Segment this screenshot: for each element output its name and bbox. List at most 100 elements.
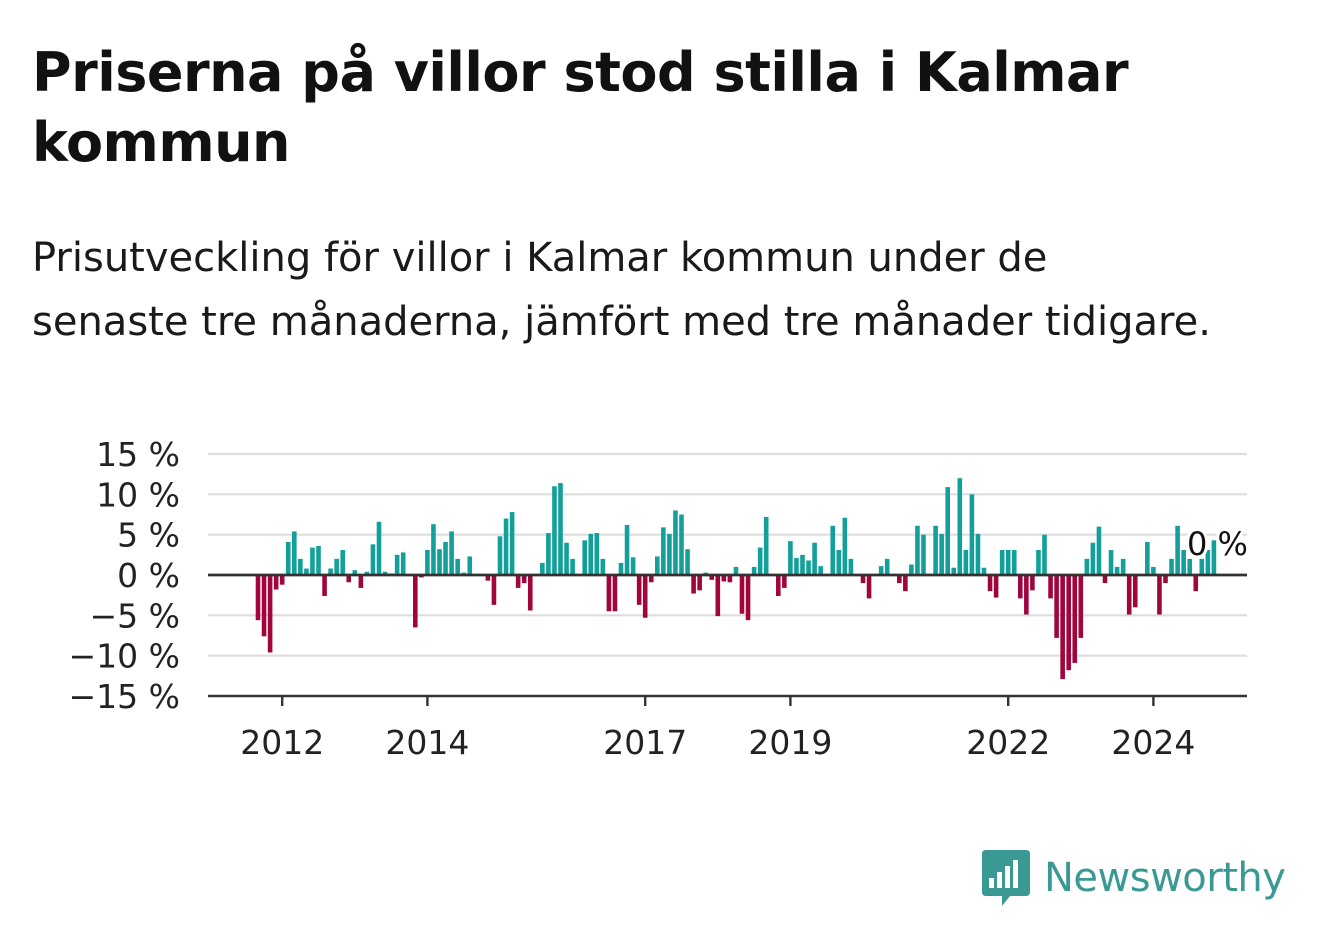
bar	[503, 518, 509, 575]
bar	[334, 558, 339, 575]
bar	[1132, 575, 1138, 608]
bar	[261, 575, 267, 637]
bar	[1011, 549, 1017, 575]
bar	[842, 517, 848, 575]
bar	[1126, 575, 1132, 615]
bar	[1005, 549, 1011, 575]
chart-title: Priserna på villor stod stilla i Kalmar …	[32, 41, 1129, 174]
bar	[1187, 558, 1192, 575]
bar	[1169, 558, 1174, 575]
bar	[497, 536, 503, 575]
bar	[915, 525, 920, 575]
bar	[685, 549, 690, 575]
bar	[636, 575, 642, 605]
bar	[540, 562, 545, 575]
end-value-label: 0 %	[1187, 525, 1248, 563]
bar	[1024, 575, 1029, 615]
bar	[709, 575, 715, 580]
bar	[745, 575, 751, 621]
bar	[800, 554, 805, 575]
bar	[776, 575, 781, 596]
bar	[667, 533, 672, 575]
x-tick-label: 2019	[748, 723, 832, 760]
bar	[661, 527, 666, 575]
bar	[1175, 525, 1180, 575]
chart-subtitle: Prisutveckling för villor i Kalmar kommu…	[32, 235, 1211, 345]
bar	[376, 521, 382, 575]
bar	[467, 556, 473, 575]
bar	[1018, 575, 1023, 599]
bar	[624, 524, 630, 575]
bar	[860, 575, 866, 584]
bar	[285, 541, 291, 575]
bar	[431, 524, 436, 575]
bar	[1163, 575, 1168, 584]
bar	[987, 575, 993, 592]
bar	[757, 547, 763, 575]
x-tick-label: 2024	[1111, 723, 1195, 760]
bar	[697, 575, 702, 591]
bar	[1090, 542, 1096, 575]
bar	[267, 575, 273, 653]
y-tick-label: 5 %	[117, 516, 180, 555]
bar	[1060, 575, 1065, 680]
x-tick-label: 2022	[966, 723, 1050, 760]
bar	[836, 549, 842, 575]
bar	[909, 564, 914, 575]
bar	[981, 567, 987, 575]
y-tick-label: −10 %	[69, 637, 181, 676]
bar	[485, 575, 491, 581]
bar	[1054, 575, 1059, 638]
bar	[382, 571, 388, 575]
bar	[564, 542, 569, 575]
y-axis: 15 %10 %5 %0 %−5 %−10 %−15 %	[69, 435, 181, 716]
bar	[812, 542, 817, 575]
bar	[449, 531, 454, 575]
bar	[304, 568, 309, 575]
bar	[527, 575, 533, 611]
bar	[491, 575, 497, 605]
bar	[322, 575, 327, 596]
bar	[1211, 540, 1217, 575]
bar	[763, 516, 769, 575]
bar	[1036, 549, 1041, 575]
newsworthy-logo[interactable]: Newsworthy	[980, 848, 1286, 908]
bar	[1048, 575, 1053, 599]
bar	[957, 478, 963, 575]
bar	[582, 540, 587, 575]
bar	[715, 575, 721, 617]
bar	[515, 575, 521, 588]
bar-chart-logo-icon	[982, 850, 1030, 906]
y-tick-label: −5 %	[90, 596, 181, 635]
bar	[963, 549, 969, 575]
bar	[1145, 541, 1150, 575]
bar	[292, 531, 297, 575]
bar	[648, 575, 654, 583]
bar	[878, 566, 884, 575]
bar	[370, 544, 376, 575]
bar	[733, 566, 739, 575]
bar	[1096, 526, 1102, 575]
bar	[975, 533, 981, 575]
x-tick-label: 2012	[240, 723, 324, 760]
bar	[570, 558, 575, 575]
bar	[437, 549, 442, 575]
y-tick-label: 0 %	[117, 556, 180, 595]
bar	[1151, 566, 1156, 575]
bar	[1193, 575, 1199, 592]
x-axis: 2012 2014 2017 2019 2022 2024	[208, 694, 1247, 760]
bar	[1102, 575, 1108, 584]
bar	[1114, 566, 1120, 575]
bar	[425, 549, 430, 575]
bar	[600, 558, 606, 575]
bar	[782, 575, 787, 588]
y-tick-label: 15 %	[96, 435, 180, 474]
bar	[721, 575, 727, 582]
bar	[588, 533, 594, 575]
bar	[279, 575, 285, 585]
bar	[951, 567, 957, 575]
bar	[969, 494, 975, 575]
bar	[1084, 558, 1090, 575]
bar	[939, 533, 944, 575]
bar	[594, 533, 600, 575]
